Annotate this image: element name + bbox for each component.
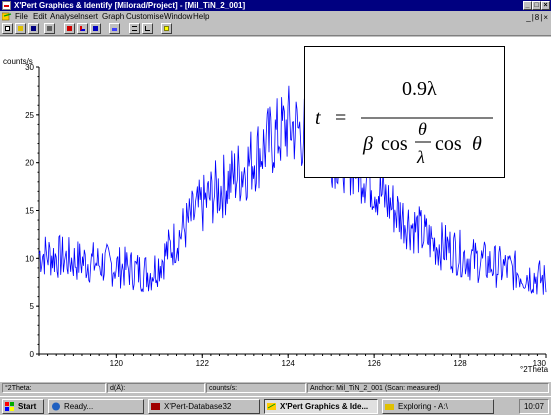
task-graphics[interactable]: X'Pert Graphics & Ide... <box>264 399 378 414</box>
task-database[interactable]: X'Pert-Database32 <box>148 399 260 414</box>
new-icon[interactable] <box>2 23 13 34</box>
folder-icon <box>385 404 394 410</box>
mdi-window-controls[interactable]: _|8|× <box>526 13 549 22</box>
graph-icon[interactable] <box>142 23 153 34</box>
save-icon[interactable] <box>28 23 39 34</box>
menu-bar: File Edit Analyse Insert Graph Customise… <box>0 11 551 22</box>
maximize-button[interactable]: □ <box>532 1 541 10</box>
minimize-button[interactable]: _ <box>523 1 532 10</box>
profile-icon[interactable] <box>77 23 88 34</box>
graphics-app-icon <box>267 403 276 410</box>
y-tick-label: 5 <box>30 302 35 311</box>
toolbar <box>0 22 551 36</box>
formula-cos-2: cos <box>435 133 462 155</box>
x-tick-label: 122 <box>196 359 210 368</box>
menu-analyse[interactable]: Analyse <box>50 12 79 21</box>
formula-beta: β <box>362 133 373 155</box>
x-tick-label: 126 <box>367 359 381 368</box>
x-tick-label: 128 <box>453 359 467 368</box>
status-2theta: °2Theta: <box>2 383 106 393</box>
formula-cos-1: cos <box>381 133 408 155</box>
menu-help[interactable]: Help <box>193 12 210 21</box>
globe-icon <box>52 402 60 411</box>
menu-file[interactable]: File <box>15 12 28 21</box>
formula-box: t = 0.9λ β cos θ λ cos θ <box>304 46 505 178</box>
status-bar: °2Theta: d(Å): counts/s: Anchor: Mil_TiN… <box>0 382 551 394</box>
y-tick-label: 25 <box>25 111 34 120</box>
y-tick-label: 10 <box>25 254 34 263</box>
windows-logo-icon <box>5 402 14 411</box>
task-ready[interactable]: Ready... <box>48 399 144 414</box>
database-app-icon <box>151 403 160 410</box>
menu-graph[interactable]: Graph <box>102 12 125 21</box>
status-d-spacing: d(Å): <box>107 383 205 393</box>
alpha2-icon[interactable] <box>90 23 101 34</box>
task-graphics-label: X'Pert Graphics & Ide... <box>280 402 369 411</box>
formula-theta: θ <box>472 133 482 155</box>
y-axis-label: counts/s <box>3 57 33 66</box>
start-label: Start <box>18 402 37 411</box>
formula-theta-numerator: θ <box>418 119 427 139</box>
close-button[interactable]: × <box>541 1 550 10</box>
pattern-icon[interactable] <box>109 23 120 34</box>
open-icon[interactable] <box>15 23 26 34</box>
menu-insert[interactable]: Insert <box>78 12 99 21</box>
menu-window[interactable]: Window <box>164 12 193 21</box>
formula-numerator: 0.9λ <box>402 78 437 100</box>
task-exploring-label: Exploring - A:\ <box>398 402 448 411</box>
print-icon[interactable] <box>44 23 55 34</box>
x-tick-label: 130 <box>533 359 547 368</box>
x-tick-label: 124 <box>282 359 296 368</box>
formula-lambda-denominator: λ <box>416 147 425 167</box>
status-anchor: Anchor: Mil_TiN_2_001 (Scan: measured) <box>307 383 549 393</box>
task-exploring[interactable]: Exploring - A:\ <box>382 399 494 414</box>
help-icon[interactable] <box>161 23 172 34</box>
scan-series-line <box>38 85 547 295</box>
y-tick-label: 15 <box>25 207 34 216</box>
peak-icon[interactable] <box>64 23 75 34</box>
y-tick-label: 0 <box>30 350 35 359</box>
task-ready-label: Ready... <box>64 402 94 411</box>
taskbar: Start Ready... X'Pert-Database32 X'Pert … <box>0 396 551 415</box>
formula-equals: = <box>335 107 346 129</box>
title-bar[interactable]: X'Pert Graphics & Identify [Milorad/Proj… <box>0 0 551 11</box>
y-tick-label: 20 <box>25 159 34 168</box>
window-title: X'Pert Graphics & Identify [Milorad/Proj… <box>14 1 246 10</box>
start-button[interactable]: Start <box>2 399 44 414</box>
menu-customise[interactable]: Customise <box>126 12 164 21</box>
app-icon[interactable] <box>2 1 11 10</box>
x-axis-label: °2Theta <box>520 365 549 374</box>
status-counts: counts/s: <box>206 383 306 393</box>
formula-lhs: t <box>315 107 321 129</box>
x-tick-label: 120 <box>110 359 124 368</box>
document-icon[interactable] <box>2 12 12 21</box>
y-tick-label: 30 <box>25 63 34 72</box>
diffraction-chart[interactable]: counts/s °2Theta 0 5 10 15 20 25 30 120 122 124 1… <box>0 37 551 382</box>
clock: 10:07 <box>519 399 549 414</box>
list-icon[interactable] <box>129 23 140 34</box>
menu-edit[interactable]: Edit <box>33 12 47 21</box>
task-database-label: X'Pert-Database32 <box>164 402 232 411</box>
